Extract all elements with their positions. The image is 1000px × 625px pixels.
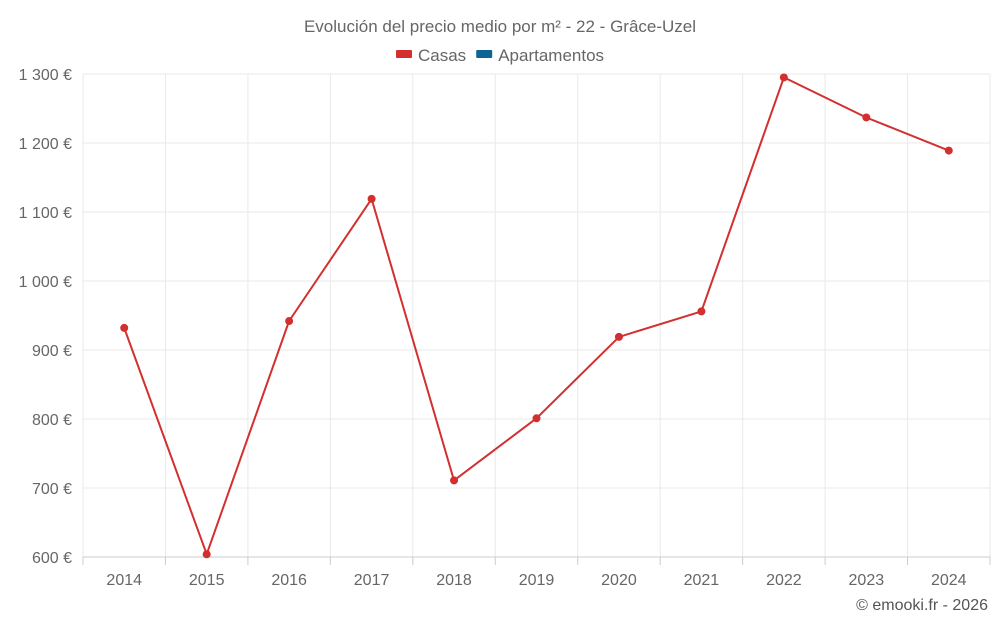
- data-point: [120, 323, 129, 332]
- x-tick-label: 2018: [436, 572, 472, 589]
- legend-swatch: [476, 50, 493, 58]
- x-tick-label: 2019: [519, 572, 555, 589]
- x-tick-label: 2021: [684, 572, 720, 589]
- legend: Casas Apartamentos: [396, 46, 604, 65]
- data-point: [697, 307, 706, 316]
- data-point: [285, 317, 294, 326]
- data-point: [944, 146, 953, 155]
- legend-label: Casas: [418, 46, 466, 65]
- series: [120, 73, 953, 559]
- x-tick-label: 2014: [106, 572, 142, 589]
- data-point: [367, 194, 376, 203]
- data-point: [779, 73, 788, 82]
- copyright-credit: © emooki.fr - 2026: [856, 597, 988, 614]
- data-point: [450, 476, 459, 485]
- legend-label: Apartamentos: [498, 46, 604, 65]
- y-tick-label: 1 000 €: [19, 274, 72, 291]
- y-tick-label: 900 €: [32, 343, 72, 360]
- y-tick-label: 800 €: [32, 412, 72, 429]
- legend-swatch: [396, 50, 412, 58]
- data-point: [614, 332, 623, 341]
- chart-title: Evolución del precio medio por m² - 22 -…: [304, 17, 696, 36]
- legend-item-apartamentos: Apartamentos: [476, 46, 604, 65]
- x-tick-label: 2017: [354, 572, 390, 589]
- data-point: [202, 550, 211, 559]
- y-tick-label: 1 200 €: [19, 136, 72, 153]
- x-tick-label: 2015: [189, 572, 225, 589]
- grid: [82, 73, 991, 557]
- axes: 600 € 700 € 800 € 900 € 1 000 € 1 100 € 1 200 …: [19, 67, 991, 589]
- x-tick-label: 2020: [601, 572, 637, 589]
- y-tick-label: 600 €: [32, 550, 72, 567]
- y-tick-label: 1 100 €: [19, 205, 72, 222]
- x-tick-label: 2023: [849, 572, 885, 589]
- y-tick-label: 700 €: [32, 481, 72, 498]
- data-point: [862, 113, 871, 122]
- y-tick-label: 1 300 €: [19, 67, 72, 84]
- x-tick-label: 2024: [931, 572, 967, 589]
- legend-item-casas: Casas: [396, 46, 466, 65]
- x-tick-label: 2016: [271, 572, 307, 589]
- x-tick-label: 2022: [766, 572, 802, 589]
- data-point: [532, 414, 541, 423]
